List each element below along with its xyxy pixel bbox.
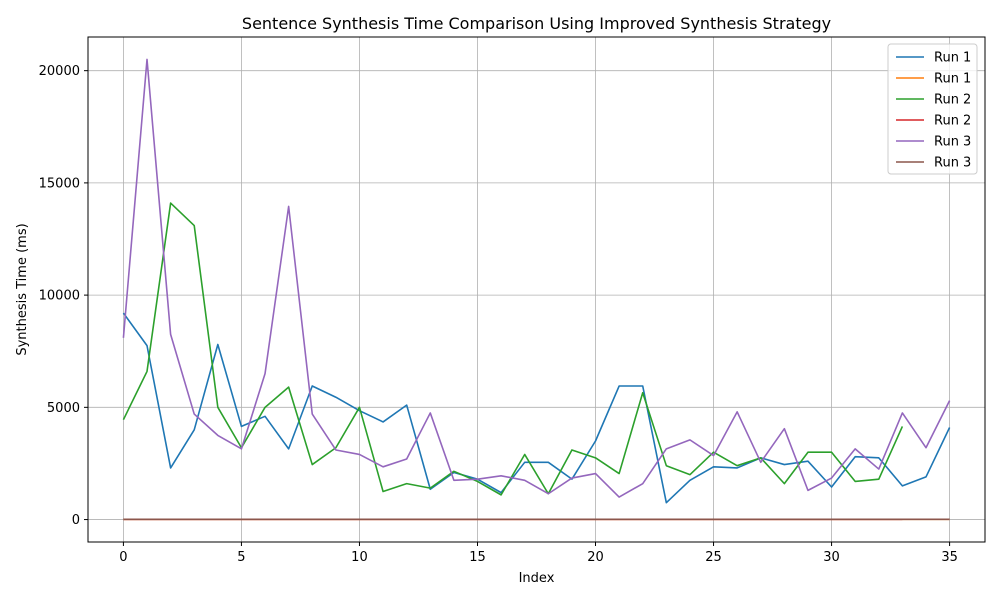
legend: Run 1 Run 1 Run 2 Run 2 Run 3 Run 3 [887,43,978,175]
legend-label-3: Run 2 [934,93,971,108]
x-tick-label: 30 [823,550,840,565]
y-tick-label: 15000 [39,176,80,191]
chart-title: Sentence Synthesis Time Comparison Using… [242,14,831,33]
legend-label-6: Run 3 [934,156,971,171]
series-lines [122,58,951,521]
x-tick-label: 25 [705,550,722,565]
plot-frame [87,36,986,543]
y-axis-title: Synthesis Time (ms) [15,223,30,355]
x-tick-label: 0 [119,550,127,565]
x-tick-label: 5 [237,550,245,565]
legend-label-2: Run 1 [934,72,971,87]
legend-label-5: Run 3 [934,135,971,150]
y-tick-label: 5000 [47,401,80,416]
x-tick-label: 10 [351,550,368,565]
y-tick-label: 20000 [39,64,80,79]
x-axis-title: Index [519,571,555,586]
legend-label-1: Run 1 [934,51,971,66]
axis-ticks: 0 5 10 15 20 25 30 35 0 5000 10000 15000 20000 [39,64,958,565]
x-tick-label: 20 [587,550,604,565]
y-tick-label: 10000 [39,289,80,304]
series-line-1 [122,312,951,504]
legend-label-4: Run 2 [934,114,971,129]
series-line-5 [122,58,951,498]
x-tick-label: 35 [941,550,958,565]
series-line-3 [122,202,904,496]
x-tick-label: 15 [469,550,486,565]
y-tick-label: 0 [72,513,80,528]
